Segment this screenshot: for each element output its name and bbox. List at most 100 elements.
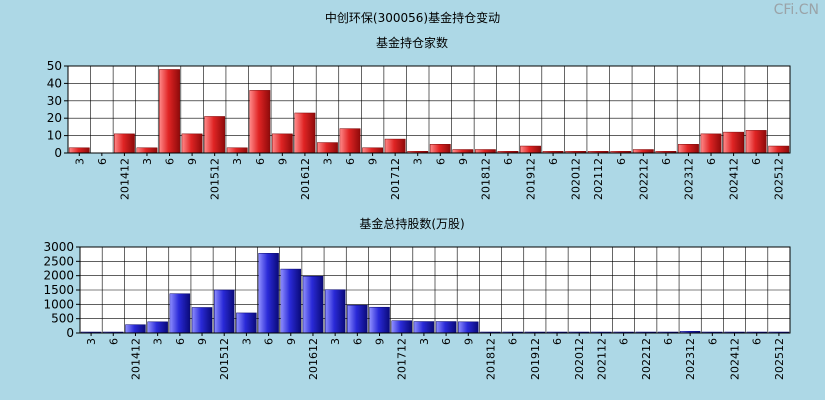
bar bbox=[458, 321, 479, 334]
x-tick-label: 6 bbox=[174, 338, 187, 345]
bar bbox=[435, 321, 457, 334]
y-tick-label: 20 bbox=[47, 111, 62, 125]
x-tick-label: 3 bbox=[73, 158, 86, 165]
chart-title: 基金持仓家数 bbox=[376, 35, 448, 50]
x-tick-label: 6 bbox=[750, 158, 763, 165]
x-tick-label: 6 bbox=[96, 158, 109, 165]
x-tick-label: 6 bbox=[618, 338, 631, 345]
x-tick-label: 9 bbox=[367, 158, 380, 165]
x-tick-label: 3 bbox=[152, 338, 165, 345]
bar bbox=[271, 133, 293, 154]
x-tick-label: 201512 bbox=[218, 338, 231, 380]
x-tick-label: 9 bbox=[276, 158, 289, 165]
x-tick-label: 202412 bbox=[729, 338, 742, 380]
x-tick-label: 201812 bbox=[484, 338, 497, 380]
x-tick-label: 201712 bbox=[396, 338, 409, 380]
y-tick-label: 1500 bbox=[43, 283, 74, 297]
y-tick-label: 500 bbox=[51, 312, 74, 326]
x-tick-label: 6 bbox=[344, 158, 357, 165]
x-tick-label: 202112 bbox=[592, 158, 605, 200]
x-tick-label: 3 bbox=[85, 338, 98, 345]
x-tick-label: 3 bbox=[231, 158, 244, 165]
x-tick-label: 202312 bbox=[684, 338, 697, 380]
x-tick-label: 6 bbox=[502, 158, 515, 165]
x-tick-label: 3 bbox=[141, 158, 154, 165]
x-tick-label: 6 bbox=[662, 338, 675, 345]
chart-title: 基金总持股数(万股) bbox=[359, 216, 464, 231]
x-tick-label: 202212 bbox=[637, 158, 650, 200]
bar bbox=[520, 145, 541, 154]
y-tick-label: 1000 bbox=[43, 297, 74, 311]
bar bbox=[339, 128, 361, 154]
bar bbox=[429, 144, 451, 154]
bar bbox=[302, 275, 324, 334]
x-tick-label: 201612 bbox=[307, 338, 320, 380]
bar bbox=[632, 149, 654, 154]
x-tick-label: 3 bbox=[240, 338, 253, 345]
x-tick-label: 6 bbox=[751, 338, 764, 345]
plot-border bbox=[67, 65, 791, 154]
x-tick-label: 6 bbox=[507, 338, 520, 345]
bar bbox=[249, 90, 271, 154]
x-tick-label: 3 bbox=[412, 158, 425, 165]
x-tick-label: 6 bbox=[660, 158, 673, 165]
y-tick-label: 50 bbox=[47, 59, 62, 73]
bar bbox=[125, 324, 146, 334]
bar bbox=[678, 144, 699, 154]
x-tick-label: 3 bbox=[418, 338, 431, 345]
bar bbox=[384, 138, 406, 154]
x-tick-label: 9 bbox=[374, 338, 387, 345]
x-tick-label: 201912 bbox=[525, 158, 538, 200]
x-tick-label: 9 bbox=[462, 338, 475, 345]
bar bbox=[294, 112, 316, 154]
bar bbox=[324, 289, 346, 334]
y-tick-label: 0 bbox=[66, 326, 74, 340]
bar bbox=[204, 116, 226, 154]
x-tick-label: 202412 bbox=[728, 158, 741, 200]
bar bbox=[147, 321, 168, 334]
x-tick-label: 6 bbox=[351, 338, 364, 345]
bar bbox=[159, 69, 180, 154]
x-tick-label: 6 bbox=[434, 158, 447, 165]
bar bbox=[280, 268, 302, 334]
x-tick-label: 6 bbox=[263, 338, 276, 345]
x-tick-label: 201512 bbox=[209, 158, 222, 200]
y-tick-label: 0 bbox=[54, 146, 62, 160]
x-tick-label: 6 bbox=[164, 158, 177, 165]
x-tick-label: 201712 bbox=[389, 158, 402, 200]
x-tick-label: 202012 bbox=[573, 338, 586, 380]
x-tick-label: 202512 bbox=[773, 158, 786, 200]
bar bbox=[413, 321, 435, 334]
x-tick-label: 6 bbox=[615, 158, 628, 165]
bar bbox=[114, 133, 135, 154]
y-tick-label: 2500 bbox=[43, 254, 74, 268]
plot-border bbox=[79, 246, 791, 334]
x-tick-label: 201612 bbox=[299, 158, 312, 200]
x-tick-label: 6 bbox=[705, 158, 718, 165]
x-tick-label: 201412 bbox=[129, 338, 142, 380]
bar bbox=[475, 149, 496, 154]
bar bbox=[362, 147, 383, 154]
holding-count-chart: 基金持仓家数 0 10 20 30 40 50 3 6 201412 3 6 9 201512 3 6 9 201… bbox=[47, 35, 791, 200]
watermark: CFi.CN bbox=[773, 2, 819, 18]
x-tick-label: 6 bbox=[107, 338, 120, 345]
x-tick-label: 6 bbox=[254, 158, 267, 165]
x-tick-label: 3 bbox=[321, 158, 334, 165]
bar bbox=[136, 147, 158, 154]
bar bbox=[391, 320, 412, 334]
bar bbox=[768, 145, 790, 154]
page-title: 中创环保(300056)基金持仓变动 bbox=[324, 11, 501, 25]
bar bbox=[213, 289, 235, 334]
y-tick-label: 40 bbox=[47, 76, 62, 90]
x-tick-label: 6 bbox=[440, 338, 453, 345]
bar bbox=[68, 147, 90, 154]
y-tick-label: 2000 bbox=[43, 269, 74, 283]
y-tick-label: 10 bbox=[47, 129, 62, 143]
x-tick-label: 3 bbox=[329, 338, 342, 345]
bar bbox=[745, 130, 767, 154]
x-tick-label: 9 bbox=[285, 338, 298, 345]
bar bbox=[181, 133, 203, 154]
x-tick-label: 9 bbox=[457, 158, 470, 165]
